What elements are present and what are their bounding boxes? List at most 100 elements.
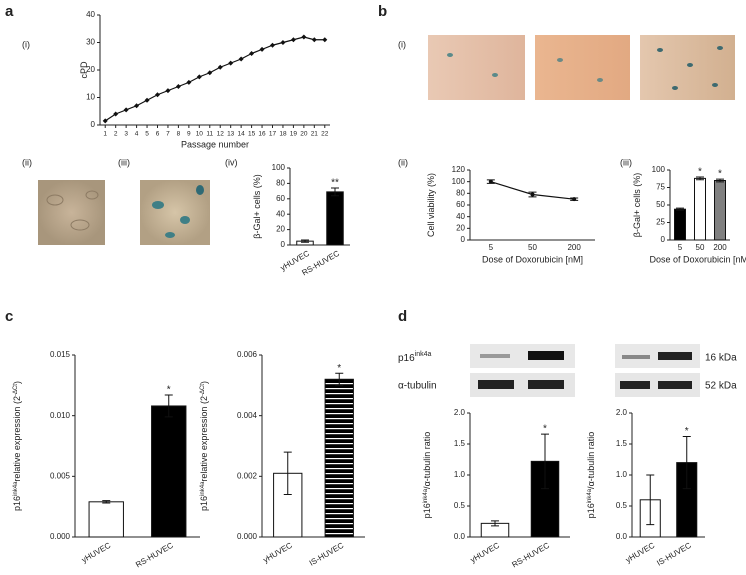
- panel-label: (iv): [225, 157, 238, 167]
- significance: *: [543, 424, 547, 435]
- y-tick-label: 40: [86, 10, 95, 19]
- x-tick-label: 200: [567, 243, 581, 252]
- x-tick-label: yHUVEC: [262, 541, 294, 565]
- y-tick-label: 100: [652, 165, 666, 174]
- y-tick-label: 0.004: [237, 411, 258, 420]
- x-tick-label: 10: [196, 131, 204, 138]
- panel-label: (i): [22, 39, 30, 49]
- bar: [694, 177, 706, 241]
- marker: [311, 37, 317, 43]
- y-tick-label: 60: [456, 200, 465, 209]
- error-bar: [570, 197, 579, 201]
- x-tick-label: 19: [290, 131, 298, 138]
- y-axis-label: p16ink4arelative expression (2-ΔCt): [12, 381, 22, 511]
- blot-size: 16 kDa: [705, 353, 737, 364]
- marker: [123, 107, 129, 113]
- y-tick-label: 40: [276, 209, 285, 218]
- y-tick-label: 0: [461, 235, 466, 244]
- significance: *: [698, 167, 702, 178]
- x-tick-label: 2: [114, 131, 118, 138]
- y-axis-label: β-Gal+ cells (%): [252, 174, 262, 238]
- y-tick-label: 0.5: [454, 501, 466, 510]
- significance: *: [167, 385, 171, 396]
- y-tick-label: 0.015: [50, 350, 71, 359]
- y-tick-label: 0.0: [616, 532, 628, 541]
- x-tick-label: 9: [187, 131, 191, 138]
- x-tick-label: 4: [135, 131, 139, 138]
- marker: [196, 74, 202, 80]
- bar: [674, 208, 686, 241]
- y-tick-label: 75: [656, 183, 665, 192]
- error-bar: [331, 187, 339, 197]
- bar: [326, 191, 344, 246]
- y-axis-label-part: -ΔCt: [13, 384, 19, 396]
- x-tick-label: 22: [321, 131, 329, 138]
- y-axis-label: β-Gal+ cells (%): [632, 173, 642, 237]
- y-tick-label: 0.010: [50, 411, 71, 420]
- y-tick-label: 60: [276, 194, 285, 203]
- bar: [88, 501, 124, 538]
- error-bar: [646, 474, 655, 526]
- y-axis-label-part: ink4a: [13, 481, 19, 496]
- y-tick-label: 0: [91, 120, 96, 129]
- y-axis-label-part: -ΔCt: [200, 384, 206, 396]
- x-tick-label: 12: [217, 131, 225, 138]
- axis: [469, 170, 595, 241]
- x-tick-label: 5: [678, 243, 683, 252]
- x-tick-label: 20: [300, 131, 308, 138]
- x-tick-label: 5: [145, 131, 149, 138]
- bar: [714, 180, 726, 241]
- y-axis-label: p16ink4a/α-tubulin ratio: [586, 432, 596, 519]
- y-axis-label-part: ink4a: [200, 481, 206, 496]
- x-axis-label: Passage number: [181, 139, 249, 149]
- y-axis-label-part: p16: [199, 496, 209, 511]
- x-tick-label: yHUVEC: [80, 541, 112, 565]
- y-tick-label: 0.005: [50, 471, 71, 480]
- y-axis-label-part: ink4a: [423, 488, 429, 503]
- y-tick-label: 0.006: [237, 350, 258, 359]
- y-axis-label-part: /α-tubulin ratio: [422, 432, 432, 489]
- y-axis-label: cPD: [79, 61, 89, 79]
- y-tick-label: 1.5: [454, 439, 466, 448]
- marker: [134, 103, 140, 109]
- x-tick-label: RS-HUVEC: [510, 541, 551, 570]
- panel-label: b: [378, 3, 387, 20]
- panel-label: a: [5, 3, 14, 20]
- significance: *: [685, 426, 689, 437]
- x-tick-label: IS-HUVEC: [308, 541, 346, 568]
- x-tick-label: 6: [156, 131, 160, 138]
- x-tick-label: 18: [279, 131, 287, 138]
- y-tick-label: 0.000: [50, 532, 71, 541]
- x-tick-label: 3: [124, 131, 128, 138]
- error-bar: [335, 372, 344, 386]
- y-tick-label: 0.002: [237, 471, 258, 480]
- marker: [175, 84, 181, 89]
- error-bar: [491, 520, 499, 527]
- y-axis-label: Cell viability (%): [426, 173, 436, 237]
- y-axis-label-part: ): [199, 381, 209, 384]
- y-axis-label-part: relative expression (2: [199, 396, 209, 482]
- y-axis-label-part: β-Gal+ cells (%): [632, 173, 642, 237]
- marker: [207, 70, 213, 76]
- y-tick-label: 0.000: [237, 532, 258, 541]
- y-axis-label-part: p16: [422, 503, 432, 518]
- panel-label: d: [398, 308, 407, 325]
- panel-label: (ii): [398, 157, 408, 167]
- x-tick-label: 13: [227, 131, 235, 138]
- y-tick-label: 100: [272, 163, 286, 172]
- marker: [144, 97, 150, 103]
- y-tick-label: 2.0: [454, 408, 466, 417]
- x-tick-label: 7: [166, 131, 170, 138]
- significance: **: [331, 178, 339, 189]
- y-tick-label: 50: [656, 200, 665, 209]
- x-tick-label: 5: [489, 243, 494, 252]
- x-axis-label: Dose of Doxorubicin [nM]: [482, 254, 583, 264]
- y-tick-label: 0.5: [616, 501, 628, 510]
- y-tick-label: 120: [452, 165, 466, 174]
- marker: [322, 37, 328, 43]
- y-tick-label: 1.0: [454, 470, 466, 479]
- panel-label: (ii): [22, 157, 32, 167]
- y-tick-label: 20: [86, 65, 95, 74]
- marker: [270, 42, 275, 48]
